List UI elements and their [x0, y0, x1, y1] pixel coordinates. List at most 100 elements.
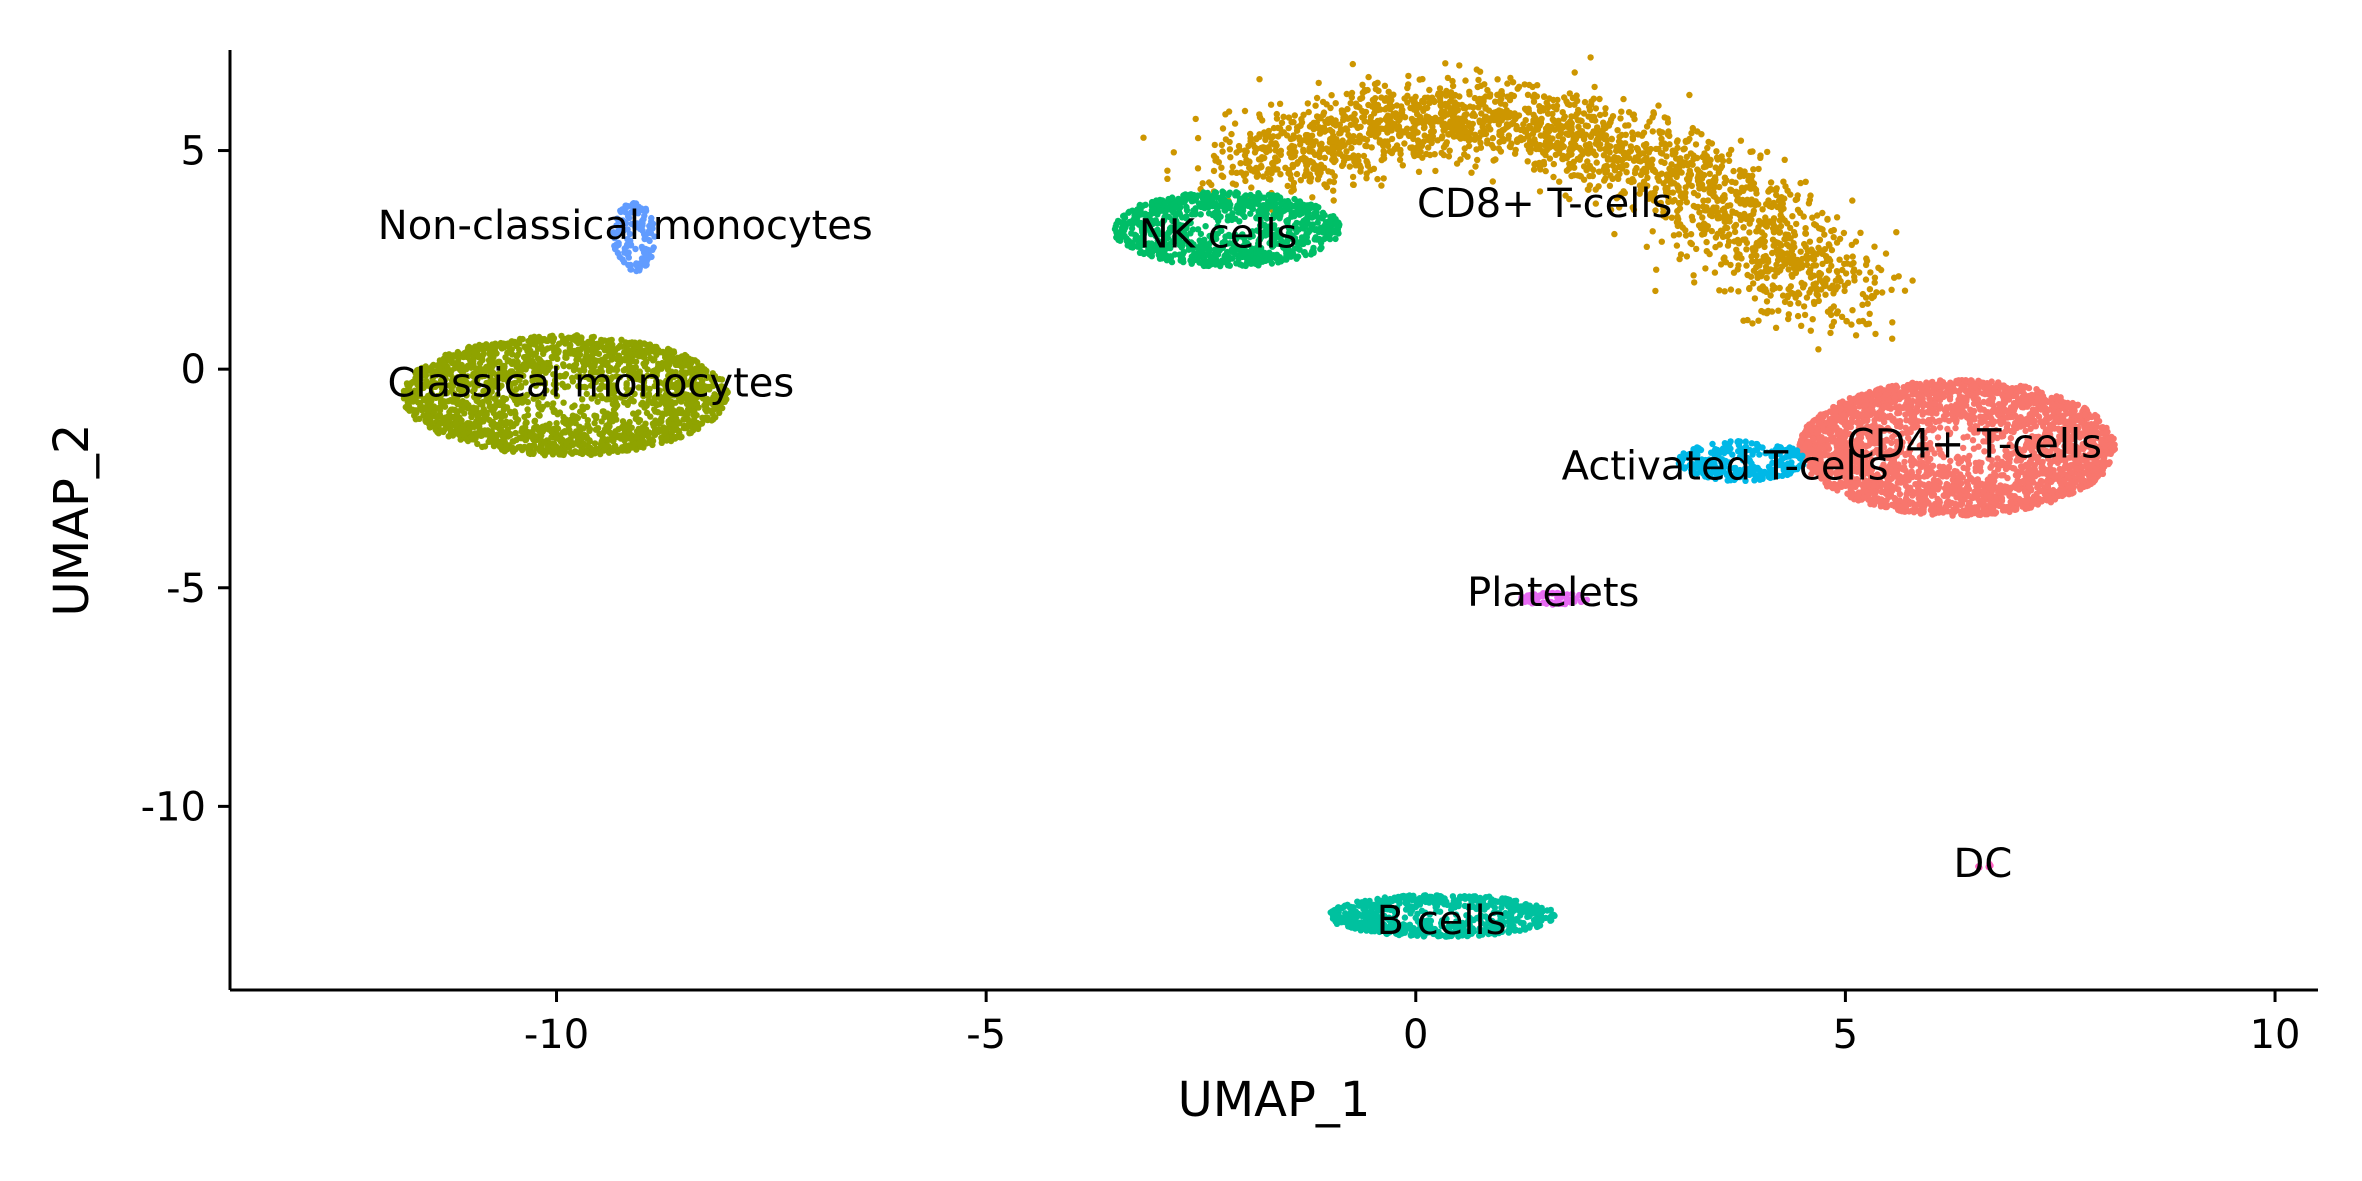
data-point — [1534, 82, 1541, 89]
data-point — [1885, 396, 1892, 403]
data-point — [1760, 253, 1767, 261]
data-point — [1855, 425, 1863, 432]
data-point — [1622, 131, 1630, 138]
data-point — [1375, 87, 1382, 95]
data-point — [1819, 209, 1826, 217]
data-point — [1219, 148, 1226, 155]
data-point — [1788, 271, 1795, 279]
data-point — [1495, 145, 1503, 152]
data-point — [1466, 91, 1473, 98]
data-point — [1633, 164, 1640, 172]
data-point — [1327, 136, 1334, 143]
data-point — [1538, 115, 1545, 123]
data-point — [1759, 236, 1766, 243]
data-point — [1798, 279, 1805, 287]
data-point — [1304, 100, 1312, 107]
data-point — [1995, 401, 2003, 408]
data-point — [1804, 256, 1811, 263]
data-point — [1577, 153, 1584, 161]
data-point — [1975, 487, 1982, 494]
data-point — [1875, 264, 1882, 271]
data-point — [1394, 126, 1401, 133]
data-point — [1625, 109, 1633, 116]
data-point — [2004, 464, 2012, 471]
data-point — [1753, 228, 1761, 235]
data-point — [1702, 223, 1709, 230]
data-point — [1606, 149, 1613, 156]
data-point — [1957, 399, 1964, 406]
data-point — [1222, 111, 1229, 118]
data-point — [1823, 275, 1830, 282]
data-point — [1405, 81, 1412, 88]
data-point — [1540, 148, 1547, 155]
data-point — [1140, 134, 1147, 141]
data-point — [1549, 116, 1557, 123]
data-point — [1219, 173, 1227, 180]
data-point — [1999, 432, 2007, 440]
data-point — [1170, 149, 1178, 156]
data-point — [1930, 425, 1937, 432]
data-point — [1211, 141, 1219, 149]
data-point — [1798, 261, 1806, 268]
data-point — [1512, 146, 1519, 154]
data-point — [1861, 442, 1868, 449]
data-point — [1370, 165, 1378, 172]
data-point — [1586, 172, 1593, 180]
data-point — [1390, 110, 1397, 118]
data-point — [1810, 281, 1817, 288]
data-point — [1349, 173, 1357, 181]
data-point — [1752, 246, 1759, 254]
data-point — [1620, 162, 1627, 169]
data-point — [1764, 268, 1772, 275]
data-point — [1903, 503, 1910, 510]
data-point — [1817, 270, 1825, 278]
data-point — [2002, 428, 2009, 435]
data-point — [1420, 107, 1427, 115]
data-point — [1561, 113, 1569, 120]
data-point — [1410, 148, 1417, 155]
data-point — [1900, 474, 1908, 481]
data-point — [1780, 257, 1788, 264]
data-point — [1834, 431, 1842, 438]
data-point — [2068, 468, 2075, 476]
data-point — [1388, 135, 1396, 143]
data-point — [1960, 464, 1967, 471]
data-point — [1273, 115, 1281, 122]
data-point — [1572, 142, 1579, 149]
data-point — [1308, 132, 1316, 139]
data-point — [1821, 231, 1828, 238]
data-point — [1377, 106, 1384, 113]
data-point — [1521, 126, 1528, 133]
data-point — [1702, 265, 1709, 272]
data-point — [1261, 154, 1268, 162]
data-point — [1743, 262, 1750, 269]
data-point — [1523, 106, 1530, 114]
data-point — [1726, 231, 1733, 238]
data-point — [1646, 159, 1654, 166]
data-point — [1815, 346, 1822, 353]
data-point — [1676, 255, 1683, 263]
data-point — [1330, 154, 1337, 161]
data-point — [1950, 386, 1958, 393]
data-point — [1970, 400, 1978, 407]
data-point — [1855, 399, 1862, 406]
data-point — [1795, 289, 1802, 296]
data-point — [1778, 242, 1785, 249]
data-point — [2012, 412, 2019, 419]
data-point — [1571, 69, 1578, 76]
data-point — [2006, 508, 2013, 516]
data-point — [1344, 126, 1351, 134]
data-point — [1298, 115, 1305, 123]
data-point — [1349, 115, 1357, 122]
data-point — [1377, 125, 1384, 132]
data-point — [1933, 410, 1940, 417]
data-point — [1714, 212, 1722, 219]
data-point — [1445, 131, 1452, 138]
data-point — [1164, 175, 1171, 182]
data-point — [1728, 187, 1735, 194]
data-point — [1643, 140, 1650, 148]
data-point — [1569, 159, 1577, 167]
data-point — [1364, 159, 1371, 167]
data-point — [1934, 391, 1941, 398]
data-point — [1436, 85, 1444, 92]
